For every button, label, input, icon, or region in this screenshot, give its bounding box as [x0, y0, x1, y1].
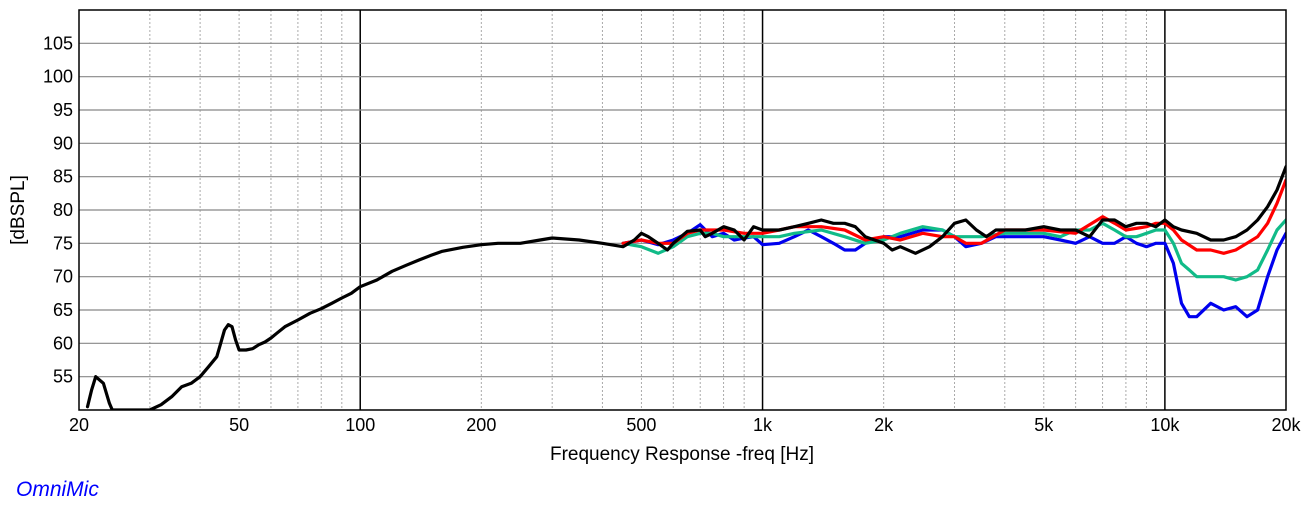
y-tick-label: 95: [53, 100, 73, 120]
y-tick-label: 60: [53, 333, 73, 353]
y-tick-label: 100: [43, 67, 73, 87]
x-axis-ticks: 20 50 100 200 500 1k 2k 5k 10k 20k: [69, 415, 1302, 435]
x-tick-label: 2k: [874, 415, 894, 435]
y-tick-label: 105: [43, 33, 73, 53]
y-tick-label: 70: [53, 267, 73, 287]
x-tick-label: 50: [229, 415, 249, 435]
series-line-2: [621, 218, 1286, 282]
series-line-4: [85, 165, 1286, 410]
major-gridlines: [79, 10, 1286, 410]
y-tick-label: 65: [53, 300, 73, 320]
x-tick-label: 100: [345, 415, 375, 435]
x-axis-label: Frequency Response -freq [Hz]: [550, 444, 814, 465]
y-tick-label: 75: [53, 233, 73, 253]
y-tick-label: 85: [53, 167, 73, 187]
y-tick-label: 55: [53, 367, 73, 387]
y-tick-label: 80: [53, 200, 73, 220]
y-tick-label: 90: [53, 133, 73, 153]
x-tick-label: 10k: [1150, 415, 1180, 435]
y-axis-ticks: 55 60 65 70 75 80 85 90 95 100 105: [43, 33, 73, 386]
x-tick-label: 20k: [1271, 415, 1301, 435]
x-tick-label: 1k: [753, 415, 773, 435]
x-tick-label: 200: [466, 415, 496, 435]
x-tick-label: 5k: [1034, 415, 1054, 435]
plot-frame: [78, 9, 1287, 411]
series-line-3: [621, 178, 1286, 255]
y-axis-label: [dBSPL]: [8, 175, 29, 245]
x-tick-label: 20: [69, 415, 89, 435]
series-layer: [85, 165, 1286, 410]
omnimic-brand: OmniMic: [16, 478, 99, 501]
x-tick-label: 500: [626, 415, 656, 435]
